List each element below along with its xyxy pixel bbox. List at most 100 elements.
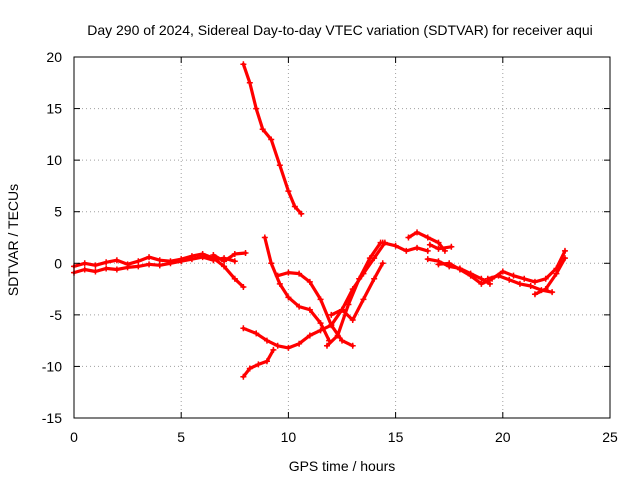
data-point-marker: [285, 188, 292, 195]
x-tick-label: 10: [281, 429, 297, 445]
data-point-marker: [553, 270, 560, 277]
data-point-marker: [495, 272, 502, 279]
data-point-marker: [345, 301, 352, 308]
data-point-marker: [486, 280, 493, 287]
series-trace: [263, 235, 331, 343]
data-point-marker: [156, 262, 163, 269]
data-point-marker: [527, 282, 534, 289]
data-point-marker: [317, 296, 324, 303]
series-arc-15: [435, 247, 568, 287]
series-arc-2: [71, 254, 238, 276]
data-point-marker: [199, 254, 206, 261]
x-tick-label: 0: [70, 429, 78, 445]
data-point-marker: [188, 256, 195, 263]
data-point-marker: [424, 256, 431, 263]
data-point-marker: [414, 244, 421, 251]
data-point-marker: [371, 275, 378, 282]
series-trace: [533, 256, 567, 296]
series-trace: [72, 255, 237, 275]
data-point-marker: [210, 252, 217, 259]
data-point-marker: [167, 260, 174, 267]
axis-ticks: 0 5 10 15 20 25 -15 -10 -5 0 5 10 15 20: [42, 49, 618, 445]
data-point-marker: [263, 337, 270, 344]
data-point-marker: [296, 270, 303, 277]
series-arc-7: [240, 239, 388, 351]
x-tick-label: 25: [602, 429, 618, 445]
data-point-marker: [561, 255, 568, 262]
data-point-marker: [276, 280, 283, 287]
data-point-marker: [392, 242, 399, 249]
data-point-marker: [240, 61, 247, 68]
data-point-marker: [478, 275, 485, 282]
data-point-marker: [274, 272, 281, 279]
data-point-marker: [296, 340, 303, 347]
data-point-marker: [510, 272, 517, 279]
data-point-marker: [221, 263, 228, 270]
series-trace: [325, 241, 383, 348]
data-point-marker: [261, 234, 268, 241]
data-point-marker: [516, 280, 523, 287]
y-tick-label: -15: [42, 410, 62, 426]
data-point-marker: [113, 257, 120, 264]
x-axis-label: GPS time / hours: [289, 458, 396, 474]
y-tick-label: 15: [46, 101, 62, 117]
data-point-marker: [124, 264, 131, 271]
series-arc-3: [210, 249, 249, 265]
y-axis-label: SDTVAR / TECUs: [5, 184, 21, 296]
data-point-marker: [317, 320, 324, 327]
series-arc-13: [426, 241, 455, 252]
y-tick-label: 5: [54, 204, 62, 220]
plot-frame: [73, 56, 611, 419]
data-point-marker: [414, 229, 421, 236]
x-tick-label: 5: [177, 429, 185, 445]
data-point-marker: [259, 126, 266, 133]
data-point-marker: [246, 365, 253, 372]
data-point-marker: [328, 322, 335, 329]
y-tick-label: 20: [46, 49, 62, 65]
data-point-marker: [328, 311, 335, 318]
data-point-marker: [403, 247, 410, 254]
data-point-marker: [246, 79, 253, 86]
data-point-marker: [446, 260, 453, 267]
data-point-marker: [426, 241, 433, 248]
data-point-marker: [424, 247, 431, 254]
data-point-marker: [263, 358, 270, 365]
data-point-marker: [298, 210, 305, 217]
data-point-marker: [542, 286, 549, 293]
data-point-marker: [135, 258, 142, 265]
x-tick-label: 15: [388, 429, 404, 445]
data-point-marker: [231, 275, 238, 282]
data-point-marker: [506, 276, 513, 283]
series-trace: [241, 241, 387, 350]
data-point-marker: [274, 342, 281, 349]
data-point-marker: [268, 260, 275, 267]
data-point-marker: [349, 317, 356, 324]
data-point-marker: [92, 262, 99, 269]
data-point-marker: [484, 275, 491, 282]
chart-title: Day 290 of 2024, Sidereal Day-to-day VTE…: [87, 22, 593, 38]
data-point-marker: [448, 243, 455, 250]
data-point-marker: [435, 239, 442, 246]
series-arc-11: [379, 239, 431, 254]
data-series: [71, 61, 568, 380]
data-point-marker: [521, 275, 528, 282]
data-point-marker: [146, 261, 153, 268]
series-trace: [329, 261, 385, 322]
data-point-marker: [323, 342, 330, 349]
data-point-marker: [221, 258, 228, 265]
data-point-marker: [285, 269, 292, 276]
data-point-marker: [276, 162, 283, 169]
series-trace: [211, 251, 248, 263]
data-point-marker: [424, 234, 431, 241]
data-point-marker: [135, 263, 142, 270]
data-point-marker: [317, 327, 324, 334]
data-point-marker: [240, 373, 247, 380]
data-point-marker: [561, 247, 568, 254]
series-arc-4: [240, 61, 305, 217]
data-point-marker: [478, 280, 485, 287]
data-point-marker: [379, 239, 386, 246]
data-point-marker: [253, 105, 260, 112]
data-point-marker: [339, 337, 345, 344]
data-point-marker: [435, 261, 442, 268]
grid: [74, 57, 610, 418]
